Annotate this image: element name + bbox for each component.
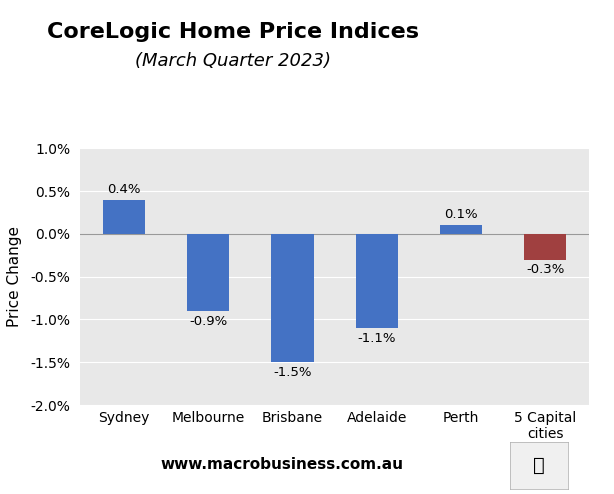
Text: 0.4%: 0.4%: [107, 183, 141, 196]
Text: BUSINESS: BUSINESS: [457, 71, 565, 90]
Text: 🐺: 🐺: [533, 456, 545, 475]
Bar: [187, 234, 230, 311]
Text: -1.5%: -1.5%: [273, 366, 312, 379]
Text: -0.3%: -0.3%: [526, 263, 564, 276]
Text: (March Quarter 2023): (March Quarter 2023): [135, 52, 332, 70]
Bar: [271, 234, 314, 362]
Text: CoreLogic Home Price Indices: CoreLogic Home Price Indices: [47, 22, 419, 42]
Text: MACRO: MACRO: [468, 38, 554, 58]
Text: -1.1%: -1.1%: [357, 332, 396, 345]
Bar: [440, 225, 482, 234]
Text: www.macrobusiness.com.au: www.macrobusiness.com.au: [161, 457, 404, 472]
Text: 0.1%: 0.1%: [444, 208, 478, 221]
Bar: [524, 234, 566, 259]
Bar: [103, 200, 145, 234]
Y-axis label: Price Change: Price Change: [7, 226, 21, 327]
Bar: [356, 234, 398, 328]
Text: -0.9%: -0.9%: [189, 315, 227, 328]
